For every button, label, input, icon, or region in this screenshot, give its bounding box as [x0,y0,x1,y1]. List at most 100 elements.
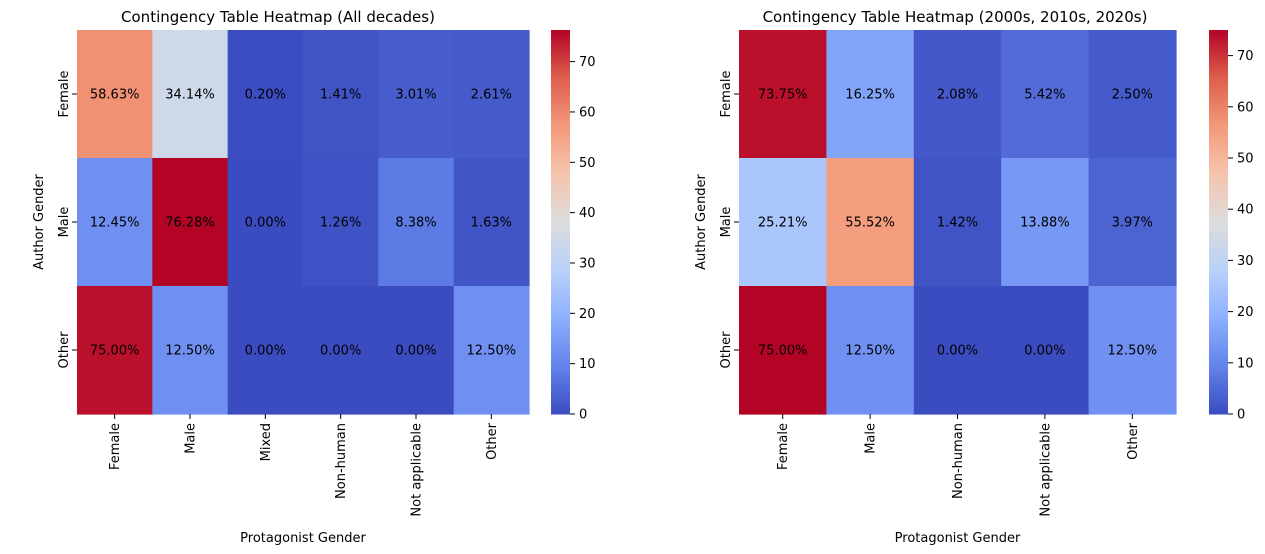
colorbar-tick-label: 20 [579,307,596,322]
colorbar-segment [551,39,570,44]
colorbar-segment [1209,129,1228,133]
cell-label: 76.28% [165,216,215,231]
colorbar-segment [1209,308,1228,313]
colorbar-segment [1209,385,1228,389]
colorbar-segment [1209,132,1228,137]
x-tick-label: Non-human [951,423,966,499]
colorbar-segment [1209,151,1228,156]
heatmap-cell [303,30,379,159]
x-tick-label: Other [1126,422,1141,460]
cell-label: 1.26% [320,216,361,231]
heatmap-cell [739,158,827,287]
colorbar-segment [551,270,570,274]
colorbar-segment [1209,353,1228,357]
colorbar-segment [551,247,570,252]
colorbar-segment [551,206,570,210]
colorbar-segment [551,279,570,284]
colorbar-segment [551,126,570,130]
colorbar-segment [551,343,570,348]
colorbar-segment [551,116,570,121]
colorbar-segment [1209,391,1228,396]
colorbar-segment [551,353,570,357]
cell-label: 12.50% [165,344,215,359]
x-tick-label: Female [108,423,123,470]
colorbar-segment [551,199,570,204]
colorbar-segment [551,193,570,197]
colorbar-segment [551,122,570,127]
colorbar-segment [1209,138,1228,143]
colorbar-segment [551,337,570,341]
colorbar-segment [1209,78,1228,82]
colorbar-segment [551,263,570,268]
colorbar-segment [1209,394,1228,399]
colorbar-segment [551,282,570,287]
colorbar-segment [551,177,570,181]
colorbar-segment [1209,55,1228,60]
colorbar-segment [551,382,570,386]
colorbar-segment [551,30,570,34]
colorbar-segment [551,33,570,37]
colorbar-segment [1209,193,1228,197]
colorbar-segment [551,94,570,98]
colorbar-segment [551,238,570,242]
heatmap-cell [913,286,1002,415]
colorbar-segment [1209,257,1228,261]
colorbar-segment [551,298,570,303]
colorbar-segment [1209,359,1228,364]
colorbar-segment [1209,209,1228,213]
colorbar-tick-label: 40 [1237,203,1254,218]
colorbar-segment [551,244,570,249]
colorbar-tick-label: 50 [579,156,596,171]
colorbar-segment [1209,302,1228,306]
colorbar-segment [1209,90,1228,95]
colorbar-segment [1209,196,1228,201]
colorbar-segment [1209,199,1228,204]
colorbar-segment [1209,65,1228,69]
colorbar-segment [551,330,570,335]
x-tick-label: Other [485,422,500,460]
colorbar-segment [551,78,570,82]
colorbar-segment [551,241,570,245]
cell-label: 0.00% [320,344,361,359]
y-axis-label: Author Gender [694,173,709,269]
colorbar: 0 10 20 30 40 50 60 70 [551,30,596,423]
heatmap-cell [303,286,379,415]
cell-label: 1.41% [320,88,361,103]
colorbar-segment [1209,238,1228,242]
colorbar-segment [1209,279,1228,284]
cell-label: 12.45% [90,216,140,231]
heatmap-cell [453,30,530,159]
cell-label: 55.52% [845,216,895,231]
x-tick-label: Not applicable [1038,423,1053,517]
colorbar-segment [1209,212,1228,217]
x-tick-label: Female [776,423,791,470]
heatmap-cell [826,158,915,287]
colorbar-segment [551,180,570,185]
cell-label: 2.50% [1112,88,1153,103]
heatmap-cell [378,286,455,415]
colorbar-segment [551,334,570,338]
colorbar-segment [1209,289,1228,293]
colorbar-segment [551,276,570,281]
colorbar-segment [1209,145,1228,149]
colorbar-segment [551,385,570,389]
colorbar-segment [551,142,570,146]
colorbar-segment [1209,234,1228,239]
colorbar-segment [1209,103,1228,108]
colorbar-tick-label: 30 [579,256,596,271]
heatmap-cell [77,158,153,287]
colorbar-segment [551,305,570,309]
cell-label: 0.00% [245,216,286,231]
heatmap-cell [826,30,915,159]
colorbar-segment [1209,30,1228,34]
colorbar-segment [551,135,570,140]
colorbar-segment [1209,74,1228,79]
cell-label: 0.20% [245,88,286,103]
colorbar-segment [551,234,570,239]
colorbar-segment [1209,164,1228,169]
colorbar-segment [1209,314,1228,319]
colorbar-segment [1209,190,1228,194]
colorbar-segment [1209,330,1228,335]
colorbar-segment [1209,305,1228,309]
